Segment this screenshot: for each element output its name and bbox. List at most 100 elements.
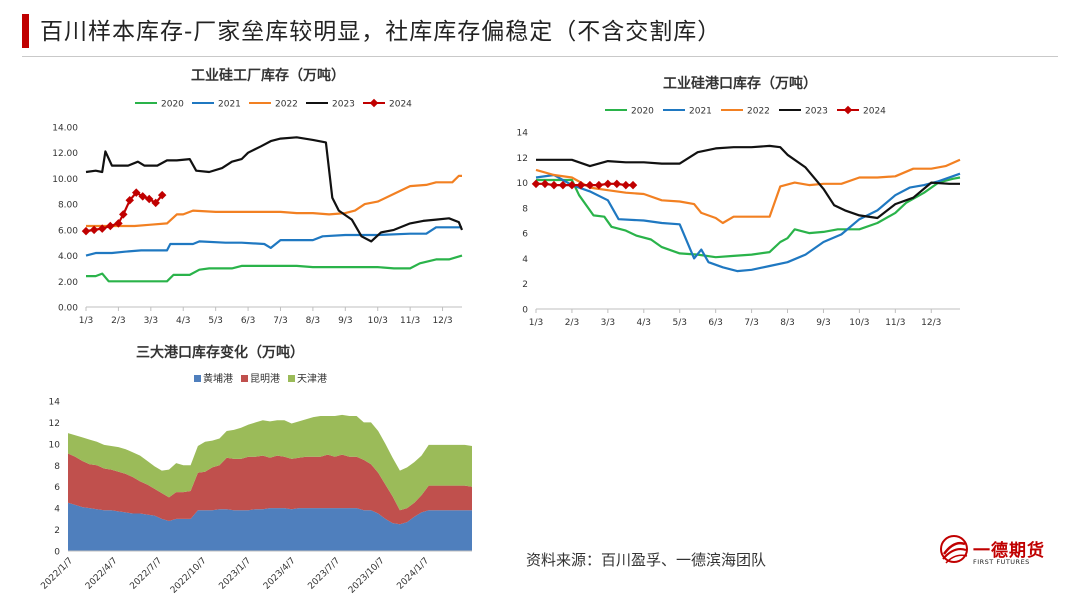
x-tick-label: 9/3 (338, 316, 352, 326)
y-tick-label: 8 (54, 462, 60, 472)
y-tick-label: 10 (517, 179, 529, 189)
area-昆明港 (68, 453, 472, 525)
legend-label-2022: 2022 (747, 107, 770, 117)
x-tick-label: 1/3 (529, 318, 543, 328)
data-point-2024 (628, 180, 638, 190)
y-tick-label: 6 (54, 483, 60, 493)
legend-label-2023: 2023 (332, 100, 355, 110)
y-tick-label: 12.00 (52, 149, 78, 159)
title-divider (22, 56, 1058, 57)
series-line-2023 (536, 144, 960, 220)
legend-swatch-黄埔港 (194, 375, 201, 382)
y-tick-label: 6 (522, 230, 528, 240)
legend-label-2021: 2021 (218, 100, 241, 110)
data-point-2024 (603, 179, 613, 189)
data-point-2024 (125, 196, 135, 205)
three-ports-inventory-chart: 三大港口库存变化（万吨） 黄埔港 昆明港 天津港 0 2 4 6 8 10 12 14 2022/1/7… (39, 344, 472, 596)
chart-title: 工业硅工厂库存（万吨） (191, 67, 345, 84)
x-tick-label: 10/3 (849, 318, 869, 328)
y-tick-label: 14.00 (52, 124, 78, 134)
x-tick-label: 4/3 (176, 316, 190, 326)
legend-label-2023: 2023 (805, 107, 828, 117)
data-source-note: 资料来源：百川盈孚、一德滨海团队 (526, 551, 767, 569)
legend-label-黄埔港: 黄埔港 (203, 372, 233, 385)
x-tick-label: 10/3 (368, 316, 388, 326)
x-tick-label: 4/3 (637, 318, 651, 328)
company-logo: 一德期货 FIRST FUTURES (938, 532, 1058, 572)
x-tick-label: 2023/10/7 (347, 556, 387, 596)
data-point-2024 (576, 180, 586, 190)
series-line-2020 (536, 176, 961, 259)
y-tick-label: 6.00 (58, 226, 78, 236)
legend-label-天津港: 天津港 (297, 373, 327, 385)
logo-english-text: FIRST FUTURES (973, 558, 1030, 566)
x-tick-label: 6/3 (241, 316, 255, 326)
data-point-2024 (81, 226, 91, 236)
y-tick-label: 0 (522, 306, 528, 316)
series-line-2022 (535, 158, 961, 225)
x-tick-label: 1/3 (79, 316, 93, 326)
x-tick-label: 2/3 (111, 316, 125, 326)
data-point-2024 (549, 180, 559, 190)
logo-emblem-icon (940, 535, 968, 564)
legend-label-2024: 2024 (389, 100, 412, 110)
x-tick-label: 8/3 (306, 316, 320, 326)
x-tick-label: 7/3 (744, 318, 758, 328)
y-tick-label: 10 (49, 440, 61, 450)
x-tick-label: 3/3 (601, 318, 615, 328)
data-point-2024 (144, 194, 154, 204)
x-tick-label: 6/3 (708, 318, 722, 328)
data-point-2024 (138, 192, 147, 201)
area-黄埔港 (68, 502, 472, 551)
x-tick-label: 12/3 (432, 316, 452, 326)
y-tick-label: 12 (517, 154, 528, 164)
legend-label-2020: 2020 (161, 100, 184, 110)
legend-label-2021: 2021 (689, 107, 712, 117)
x-tick-label: 2/3 (565, 318, 579, 328)
title-accent-bar (22, 14, 29, 48)
x-tick-label: 7/3 (273, 316, 287, 326)
series-line-2022 (86, 174, 462, 228)
area-天津港 (68, 414, 472, 511)
y-tick-label: 4.00 (58, 252, 78, 262)
x-tick-label: 9/3 (816, 318, 830, 328)
x-tick-label: 11/3 (885, 318, 905, 328)
factory-inventory-chart: 工业硅工厂库存（万吨） 2020 2021 2022 2023 2024 0.00 2.00 4… (52, 67, 464, 326)
port-inventory-chart: 工业硅港口库存（万吨） 2020 2021 2022 2023 2024 0 2 4 6 8 10 12… (517, 75, 961, 328)
data-point-2024 (97, 224, 107, 233)
x-tick-label: 11/3 (400, 316, 420, 326)
data-point-2024 (106, 221, 115, 231)
series-line-2020 (86, 254, 463, 283)
y-tick-label: 8 (522, 204, 528, 214)
x-tick-label: 3/3 (144, 316, 158, 326)
y-tick-label: 2.00 (58, 278, 78, 288)
legend-label-昆明港: 昆明港 (250, 373, 280, 385)
x-tick-label: 2022/7/7 (128, 556, 164, 592)
page-title: 百川样本库存-厂家垒库较明显，社库库存偏稳定（不含交割库） (40, 19, 722, 45)
y-tick-label: 0 (54, 548, 60, 558)
legend-marker-2024 (369, 98, 379, 108)
series-line-2021 (535, 172, 961, 273)
data-point-2024 (151, 198, 160, 208)
x-tick-label: 2023/1/7 (217, 556, 253, 592)
y-tick-label: 0.00 (58, 304, 78, 314)
x-tick-label: 2022/1/7 (39, 556, 75, 592)
y-tick-label: 2 (54, 526, 60, 536)
x-tick-label: 2022/10/7 (169, 556, 209, 596)
series-line-2023 (85, 136, 464, 243)
y-tick-label: 14 (49, 398, 61, 408)
legend-swatch-昆明港 (241, 375, 248, 382)
x-tick-label: 2023/4/7 (262, 556, 298, 592)
legend-swatch-天津港 (288, 375, 295, 382)
legend-label-2022: 2022 (275, 100, 298, 110)
y-tick-label: 4 (522, 255, 528, 265)
data-point-2024 (612, 179, 622, 189)
y-tick-label: 8.00 (58, 201, 78, 211)
y-tick-label: 4 (54, 505, 60, 515)
legend-label-2020: 2020 (631, 107, 654, 117)
x-tick-label: 12/3 (921, 318, 941, 328)
y-tick-label: 2 (522, 280, 528, 290)
x-tick-label: 2023/7/7 (306, 556, 342, 592)
data-point-2024 (114, 219, 123, 228)
logo-text: 一德期货 (973, 541, 1045, 561)
